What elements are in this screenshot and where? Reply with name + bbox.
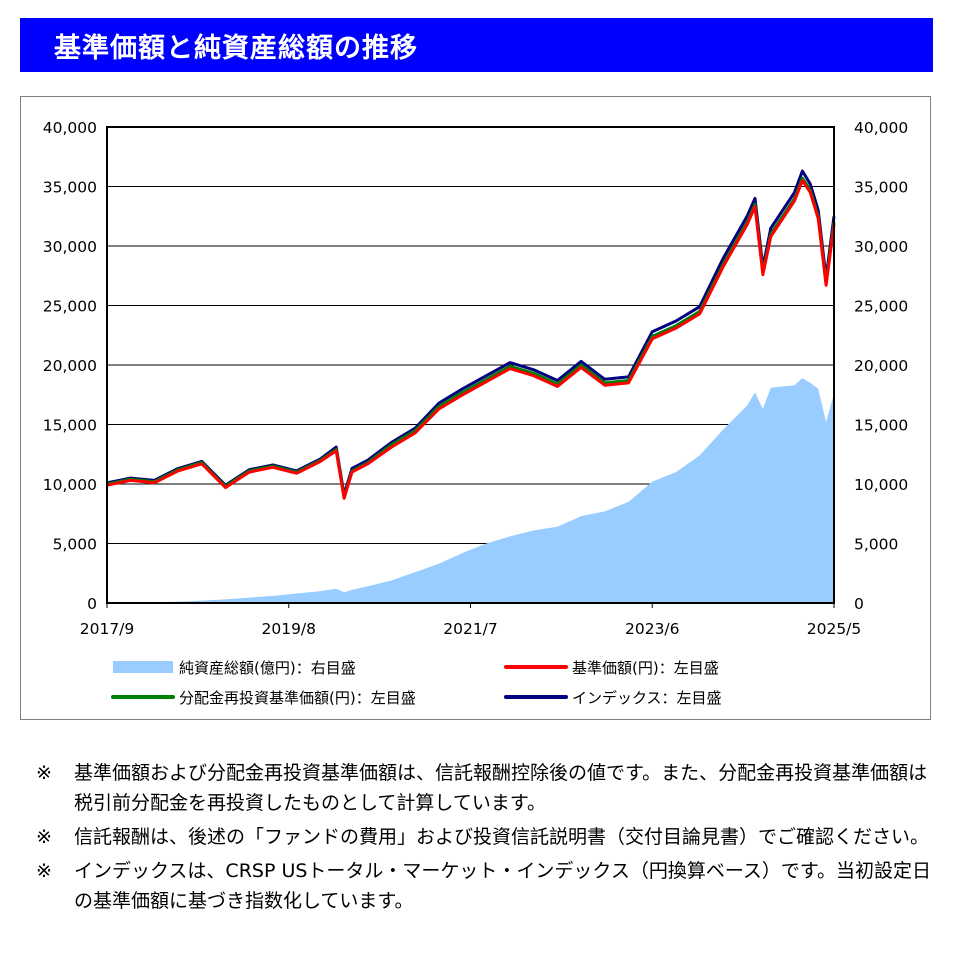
note-mark: ※ xyxy=(36,762,52,784)
right-tick-label: 30,000 xyxy=(854,238,908,256)
x-tick-label: 2025/5 xyxy=(807,620,862,638)
legend-reinvest-nav-label: 分配金再投資基準価額(円)：左目盛 xyxy=(179,689,416,707)
note-item: ※ 信託報酬は、後述の「ファンドの費用」および投資信託説明書（交付目論見書）でご確… xyxy=(36,822,936,852)
left-tick-label: 10,000 xyxy=(43,476,97,494)
right-tick-label: 25,000 xyxy=(854,298,908,316)
notes: ※ 基準価額および分配金再投資基準価額は、信託報酬控除後の値です。また、分配金再投… xyxy=(36,758,936,920)
left-tick-label: 30,000 xyxy=(43,238,97,256)
note-item: ※ インデックスは、CRSP USトータル・マーケット・インデックス（円換算ベース… xyxy=(36,856,936,916)
note-item: ※ 基準価額および分配金再投資基準価額は、信託報酬控除後の値です。また、分配金再投… xyxy=(36,758,936,818)
right-tick-label: 20,000 xyxy=(854,357,908,375)
right-tick-label: 0 xyxy=(854,595,864,613)
right-tick-label: 10,000 xyxy=(854,476,908,494)
x-tick-label: 2019/8 xyxy=(261,620,316,638)
note-mark: ※ xyxy=(36,826,52,848)
legend-net-assets-swatch xyxy=(113,661,173,673)
left-tick-label: 25,000 xyxy=(43,298,97,316)
note-text: インデックスは、CRSP USトータル・マーケット・インデックス（円換算ベース）… xyxy=(74,860,932,912)
left-tick-label: 20,000 xyxy=(43,357,97,375)
note-mark: ※ xyxy=(36,860,52,882)
title-bar: 基準価額と純資産総額の推移 xyxy=(20,18,933,72)
right-tick-label: 15,000 xyxy=(854,417,908,435)
left-tick-label: 0 xyxy=(87,595,97,613)
note-text: 信託報酬は、後述の「ファンドの費用」および投資信託説明書（交付目論見書）でご確認… xyxy=(74,826,930,848)
left-tick-label: 15,000 xyxy=(43,417,97,435)
legend-nav-label: 基準価額(円)：左目盛 xyxy=(572,659,719,677)
x-tick-label: 2021/7 xyxy=(443,620,498,638)
right-tick-label: 35,000 xyxy=(854,179,908,197)
x-tick-label: 2017/9 xyxy=(80,620,135,638)
note-text: 基準価額および分配金再投資基準価額は、信託報酬控除後の値です。また、分配金再投資… xyxy=(74,762,928,814)
left-tick-label: 5,000 xyxy=(53,536,97,554)
nav-line xyxy=(106,179,836,500)
net-assets-area xyxy=(107,378,834,603)
left-tick-label: 40,000 xyxy=(43,119,97,137)
x-tick-label: 2023/6 xyxy=(625,620,680,638)
chart-title: 基準価額と純資産総額の推移 xyxy=(54,33,418,64)
legend-net-assets-label: 純資産総額(億円)：右目盛 xyxy=(179,659,356,677)
chart-svg: 0 5,000 10,000 15,000 20,000 25,000 30,000 35,0… xyxy=(43,119,909,707)
right-tick-label: 40,000 xyxy=(854,119,908,137)
chart-frame: 0 5,000 10,000 15,000 20,000 25,000 30,000 35,0… xyxy=(20,96,931,720)
left-tick-label: 35,000 xyxy=(43,179,97,197)
legend-index-label: インデックス：左目盛 xyxy=(572,689,722,707)
right-tick-label: 5,000 xyxy=(854,536,898,554)
